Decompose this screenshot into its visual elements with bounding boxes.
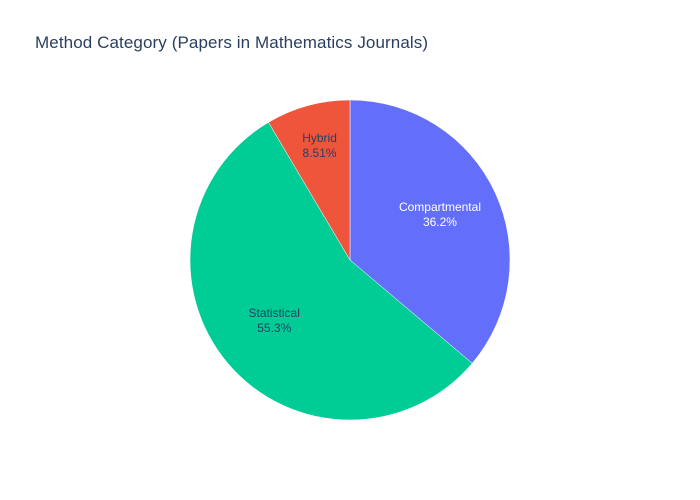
pie-label-percent: 36.2% bbox=[423, 215, 457, 229]
pie-label-name: Statistical bbox=[249, 306, 300, 320]
pie-label-name: Hybrid bbox=[302, 131, 337, 145]
pie-slice-statistical[interactable] bbox=[189, 121, 473, 421]
pie-slices bbox=[189, 99, 511, 421]
pie-slice-hybrid[interactable] bbox=[268, 99, 351, 261]
pie-label-statistical: Statistical 55.3% bbox=[249, 306, 300, 335]
pie-label-name: Compartmental bbox=[399, 200, 481, 214]
pie-label-percent: 55.3% bbox=[257, 321, 291, 335]
pie-labels: Compartmental 36.2% Statistical 55.3% Hybrid… bbox=[249, 131, 481, 335]
pie-label-compartmental: Compartmental 36.2% bbox=[399, 200, 481, 229]
pie-label-percent: 8.51% bbox=[303, 146, 337, 160]
chart-title: Method Category (Papers in Mathematics J… bbox=[35, 33, 429, 52]
pie-slice-compartmental[interactable] bbox=[349, 99, 511, 364]
pie-label-hybrid: Hybrid 8.51% bbox=[302, 131, 337, 160]
